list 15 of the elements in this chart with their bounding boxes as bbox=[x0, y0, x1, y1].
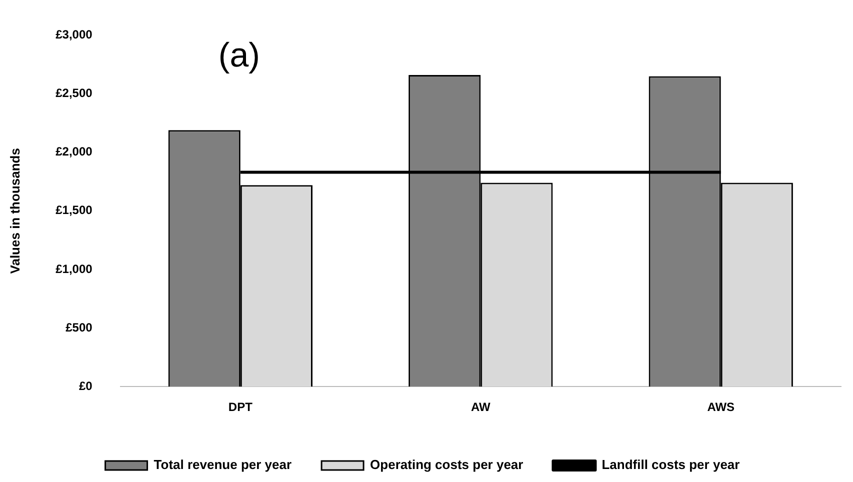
chart-title: (a) bbox=[218, 36, 260, 75]
y-axis-title: Values in thousands bbox=[7, 148, 22, 274]
y-tick-label: £2,500 bbox=[56, 86, 93, 100]
legend-label: Total revenue per year bbox=[154, 457, 292, 472]
x-tick-label: AW bbox=[470, 400, 491, 414]
legend-label: Operating costs per year bbox=[370, 457, 524, 472]
legend-label: Landfill costs per year bbox=[602, 457, 740, 472]
y-tick-label: £3,000 bbox=[56, 28, 93, 42]
y-tick-label: £2,000 bbox=[56, 144, 93, 159]
y-tick-label: £1,000 bbox=[56, 262, 93, 276]
y-tick-label: £500 bbox=[66, 320, 93, 334]
y-tick-label: £1,500 bbox=[56, 203, 93, 218]
x-tick-label: DPT bbox=[228, 400, 254, 414]
x-tick-label: AWS bbox=[707, 400, 735, 414]
y-tick-label: £0 bbox=[78, 378, 93, 393]
